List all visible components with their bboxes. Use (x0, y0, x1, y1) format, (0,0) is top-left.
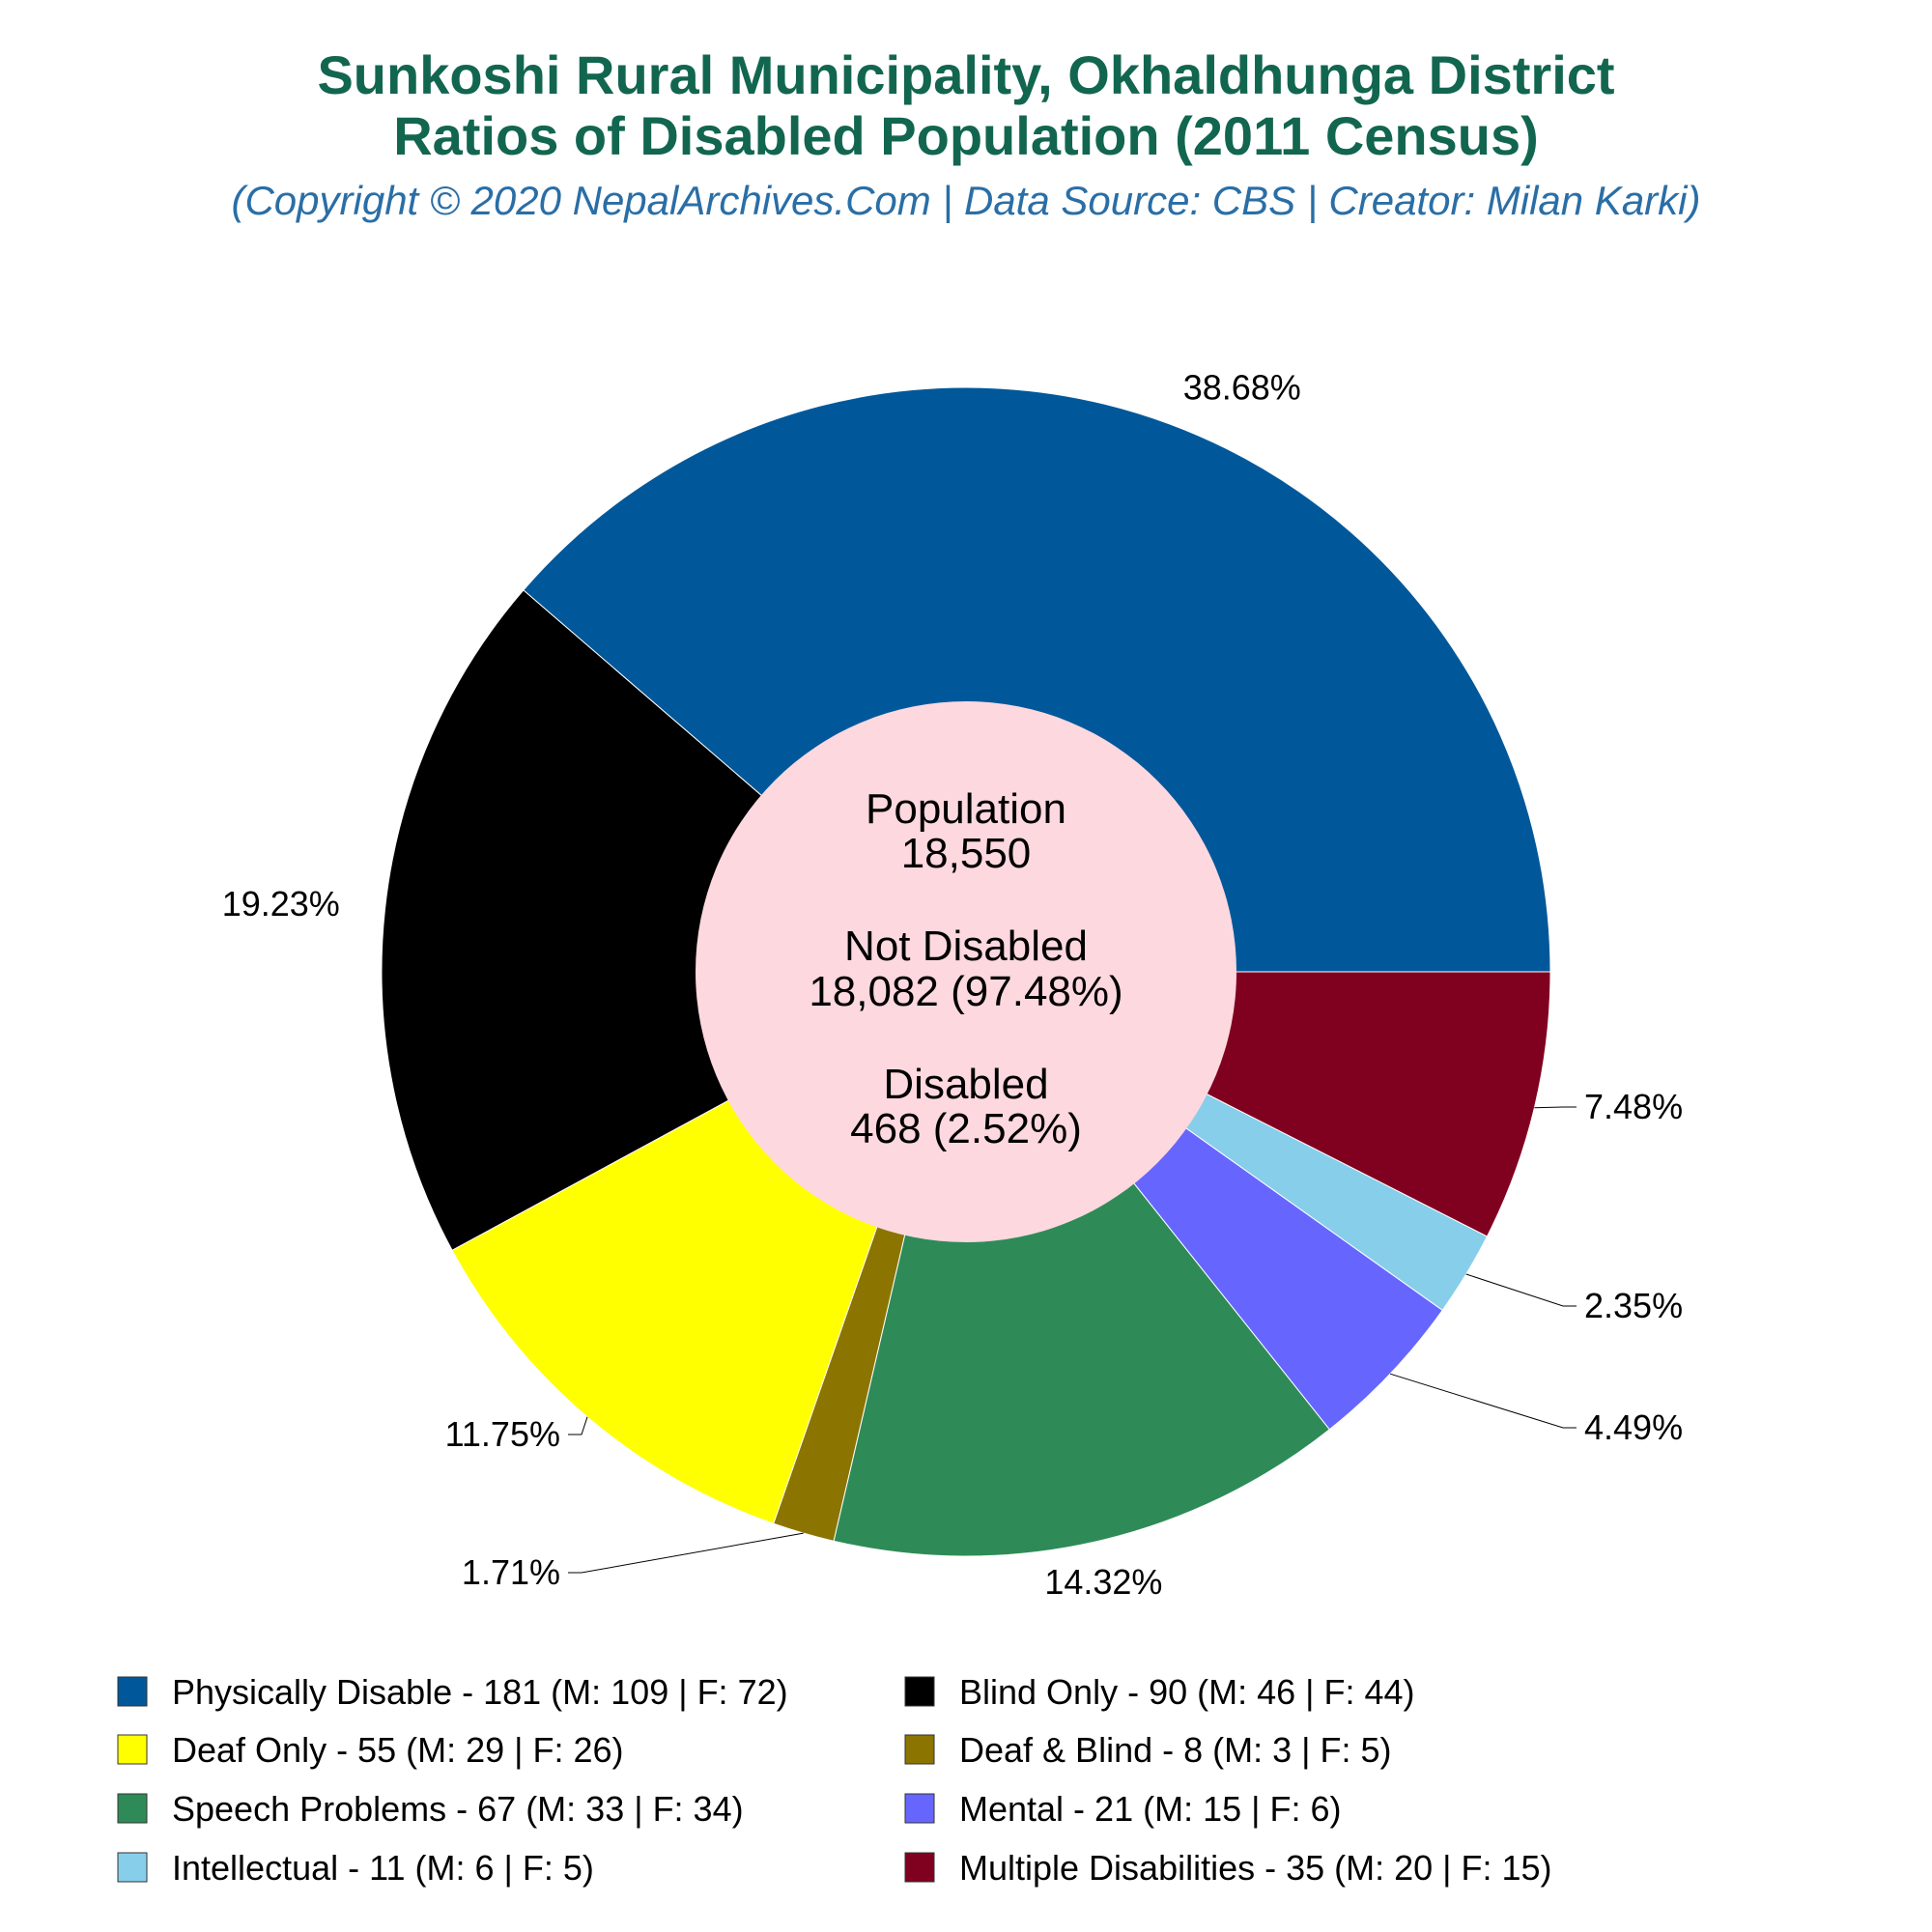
leader-line-deaf-and-blind (568, 1532, 804, 1574)
legend-swatch-speech-problems (117, 1793, 148, 1824)
leader-line-mental (1389, 1373, 1577, 1429)
leader-line-intellectual (1465, 1273, 1577, 1307)
center-disabled-value: 468 (2.52%) (850, 1105, 1082, 1152)
legend-label-deaf-and-blind: Deaf & Blind - 8 (M: 3 | F: 5) (959, 1730, 1392, 1770)
percent-label-physically-disable: 38.68% (1183, 367, 1301, 407)
percent-label-mental: 4.49% (1584, 1407, 1683, 1447)
center-population-label: Population (866, 785, 1066, 833)
chart-subtitle: (Copyright © 2020 NepalArchives.Com | Da… (231, 178, 1700, 224)
legend-swatch-mental (904, 1793, 935, 1824)
leader-line-multiple-disabilities (1534, 1106, 1577, 1109)
percent-label-deaf-and-blind: 1.71% (462, 1552, 560, 1592)
chart-title-line2: Ratios of Disabled Population (2011 Cens… (393, 105, 1539, 166)
legend-swatch-physically-disable (117, 1676, 148, 1707)
percent-labels: 38.68% 19.23% 11.75% 1.71% 14.32% 4.49% 2.35% 7… (222, 367, 1683, 1602)
center-population-value: 18,550 (901, 830, 1032, 877)
legend-label-blind-only: Blind Only - 90 (M: 46 | F: 44) (959, 1672, 1415, 1712)
percent-label-blind-only: 19.23% (222, 884, 340, 923)
legend-swatch-deaf-only (117, 1734, 148, 1765)
legend-label-physically-disable: Physically Disable - 181 (M: 109 | F: 72… (172, 1672, 788, 1712)
percent-label-deaf-only: 11.75% (445, 1414, 560, 1454)
center-circle (696, 701, 1236, 1242)
center-not-disabled-label: Not Disabled (844, 923, 1088, 970)
legend-label-deaf-only: Deaf Only - 55 (M: 29 | F: 26) (172, 1730, 624, 1770)
percent-label-intellectual: 2.35% (1584, 1286, 1683, 1325)
legend-swatch-blind-only (904, 1676, 935, 1707)
slice-physically-disable (523, 386, 1551, 973)
legend-label-intellectual: Intellectual - 11 (M: 6 | F: 5) (172, 1848, 594, 1888)
legend-label-mental: Mental - 21 (M: 15 | F: 6) (959, 1789, 1341, 1829)
center-not-disabled-value: 18,082 (97.48%) (809, 968, 1122, 1015)
slice-blind-only (381, 589, 967, 1251)
legend-label-multiple-disabilities: Multiple Disabilities - 35 (M: 20 | F: 1… (959, 1848, 1552, 1888)
legend-swatch-multiple-disabilities (904, 1852, 935, 1883)
leader-line-deaf-only (568, 1416, 588, 1435)
chart-legend: Physically Disable - 181 (M: 109 | F: 72… (117, 1672, 1552, 1888)
chart-title-line1: Sunkoshi Rural Municipality, Okhaldhunga… (317, 44, 1614, 105)
legend-swatch-intellectual (117, 1852, 148, 1883)
percent-label-speech-problems: 14.32% (1044, 1562, 1162, 1602)
legend-swatch-deaf-and-blind (904, 1734, 935, 1765)
percent-label-multiple-disabilities: 7.48% (1584, 1087, 1683, 1126)
legend-label-speech-problems: Speech Problems - 67 (M: 33 | F: 34) (172, 1789, 744, 1829)
center-disabled-label: Disabled (883, 1061, 1048, 1108)
